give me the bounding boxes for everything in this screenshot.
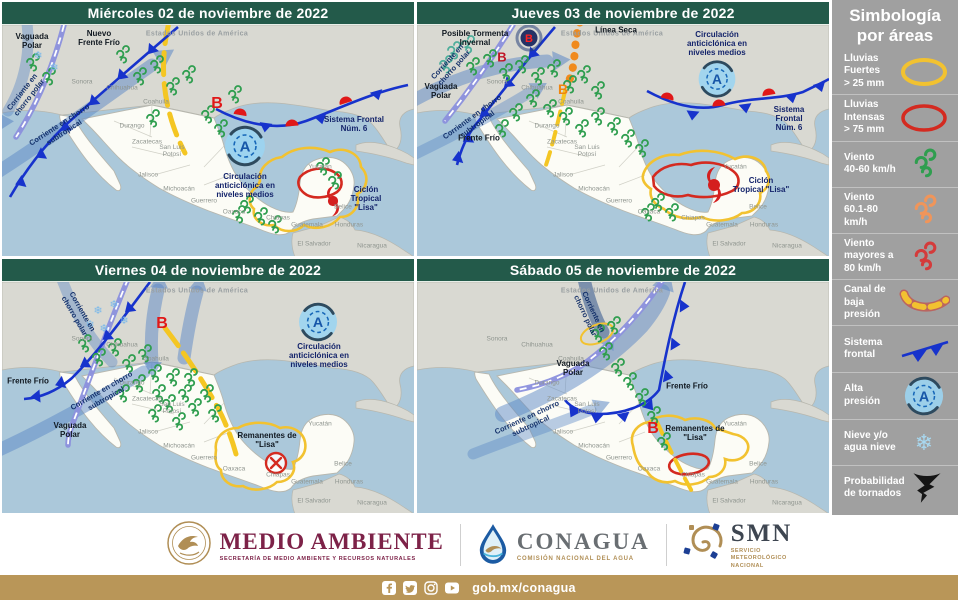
wind-green-icon [898,147,950,181]
low-pressure-channel [161,25,188,156]
wind-orange-icon [898,193,950,227]
svg-text:❄: ❄ [915,431,933,456]
cold-front [8,26,179,198]
anticyclone-icon [297,301,339,343]
winter-storm-icon: B [515,25,543,52]
medio-ambiente-subtitle: SECRETARÍA DE MEDIO AMBIENTE Y RECURSOS … [219,555,416,562]
svg-text:❄: ❄ [119,314,128,327]
panel-wednesday: Miércoles 02 de noviembre de 2022 [2,2,414,256]
panel-saturday: Sábado 05 de noviembre de 2022 [417,259,829,513]
conagua-subtitle: COMISIÓN NACIONAL DEL AGUA [516,555,634,562]
water-drop-icon [477,522,509,569]
gobmx-link[interactable]: gob.mx/conagua [472,580,576,595]
low-pressure-channel-icon [898,286,950,320]
forecast-maps-grid: Miércoles 02 de noviembre de 2022 [0,0,830,515]
government-seal-icon [166,520,212,571]
frontal-system-icon [898,334,950,364]
legend-item-wind-80: Viento mayores a 80 km/h [832,232,958,279]
conagua-logo: CONAGUA COMISIÓN NACIONAL DEL AGUA [477,522,650,569]
high-pressure-icon [898,375,950,417]
jet-streams [2,25,180,178]
low-pressure-channel [162,325,239,457]
svg-text:❄: ❄ [109,298,118,311]
heavy-rain-area [630,414,750,486]
cold-front [23,282,152,404]
stationary-front [646,77,829,122]
snow-icon: ❄ [49,61,58,74]
anticyclone-icon [223,124,267,168]
jet-streams [467,282,680,460]
map-thursday: B [417,25,829,256]
dissipation-icon [264,451,288,475]
wind-red-icon [898,240,950,274]
low-pressure-channel [655,420,696,497]
tornado-icon [905,472,950,504]
intense-rain-area [667,452,711,476]
legend-item-high-pressure: Alta presión [832,371,958,419]
panel-title: Viernes 04 de noviembre de 2022 [2,259,414,282]
legend-item-tornado: Probabilidad de tornados [832,464,958,511]
svg-text:❄: ❄ [99,322,108,335]
low-pressure-channel [544,89,567,167]
map-svg [417,282,829,513]
twitter-icon[interactable] [403,580,418,595]
snow-icon: ❄ [898,426,950,458]
medio-ambiente-logo: MEDIO AMBIENTE SECRETARÍA DE MEDIO AMBIE… [166,520,444,571]
symbology-sidebar: Simbología por áreas Lluvias Fuertes > 2… [830,0,958,515]
panel-friday: Viernes 04 de noviembre de 2022 [2,259,414,513]
conagua-title: CONAGUA [516,528,650,554]
symbology-title: Simbología por áreas [849,6,941,45]
heavy-rain-area [248,146,368,233]
svg-text:❄: ❄ [85,318,94,331]
cold-front [563,282,690,425]
anticyclone-icon [697,59,737,99]
map-svg: B [417,25,829,256]
panel-title: Jueves 03 de noviembre de 2022 [417,2,829,25]
legend-item-intense-rain: Lluvias Intensas > 75 mm [832,94,958,140]
snow-icon: ❄ [33,49,42,62]
snow-symbols: ❄ ❄ ❄ ❄ ❄ [85,298,128,335]
panel-title: Miércoles 02 de noviembre de 2022 [2,2,414,25]
legend-item-frontal-system: Sistema frontal [832,325,958,371]
panel-title: Sábado 05 de noviembre de 2022 [417,259,829,282]
footer: MEDIO AMBIENTE SECRETARÍA DE MEDIO AMBIE… [0,515,958,575]
legend-item-low-pressure-channel: Canal de baja presión [832,279,958,325]
legend-item-wind-60-80: Viento 60.1-80 km/h [832,186,958,233]
instagram-icon[interactable] [424,580,438,595]
smn-logo: SMN SERVICIO METEOROLÓGICO NACIONAL [683,520,793,569]
stationary-front [215,83,409,134]
map-saturday: Estados Unidos de América Sonora Chihuahua… [417,282,829,513]
facebook-icon[interactable] [382,580,397,595]
heavy-rain-area [214,421,307,491]
map-svg: ❄ ❄ [2,25,414,256]
legend-item-wind-40-60: Viento 40-60 km/h [832,140,958,187]
medio-ambiente-title: MEDIO AMBIENTE [219,528,444,554]
youtube-icon[interactable] [445,581,460,595]
panel-thursday: Jueves 03 de noviembre de 2022 [417,2,829,256]
map-friday: ❄ ❄ ❄ ❄ ❄ [2,282,414,513]
intense-rain-area [651,161,740,199]
footer-divider [459,524,461,566]
red-ellipse-icon [898,103,950,133]
bottom-bar: gob.mx/conagua [0,575,958,600]
legend-item-snow: Nieve y/o agua nieve ❄ [832,418,958,465]
svg-text:❄: ❄ [93,304,102,317]
legend-item-heavy-rain: Lluvias Fuertes > 25 mm [832,49,958,94]
map-wednesday: ❄ ❄ Estados Unidos de América Sonora Chihu… [2,25,414,256]
cold-front [449,26,556,167]
smn-subtitle: SERVICIO METEOROLÓGICO NACIONAL [730,548,787,569]
yellow-ellipse-icon [898,57,950,87]
footer-divider [665,524,667,566]
smn-swirl-icon [683,522,723,567]
smn-title: SMN [730,520,793,548]
svg-text:B: B [525,33,533,45]
map-svg: ❄ ❄ ❄ ❄ ❄ [2,282,414,513]
